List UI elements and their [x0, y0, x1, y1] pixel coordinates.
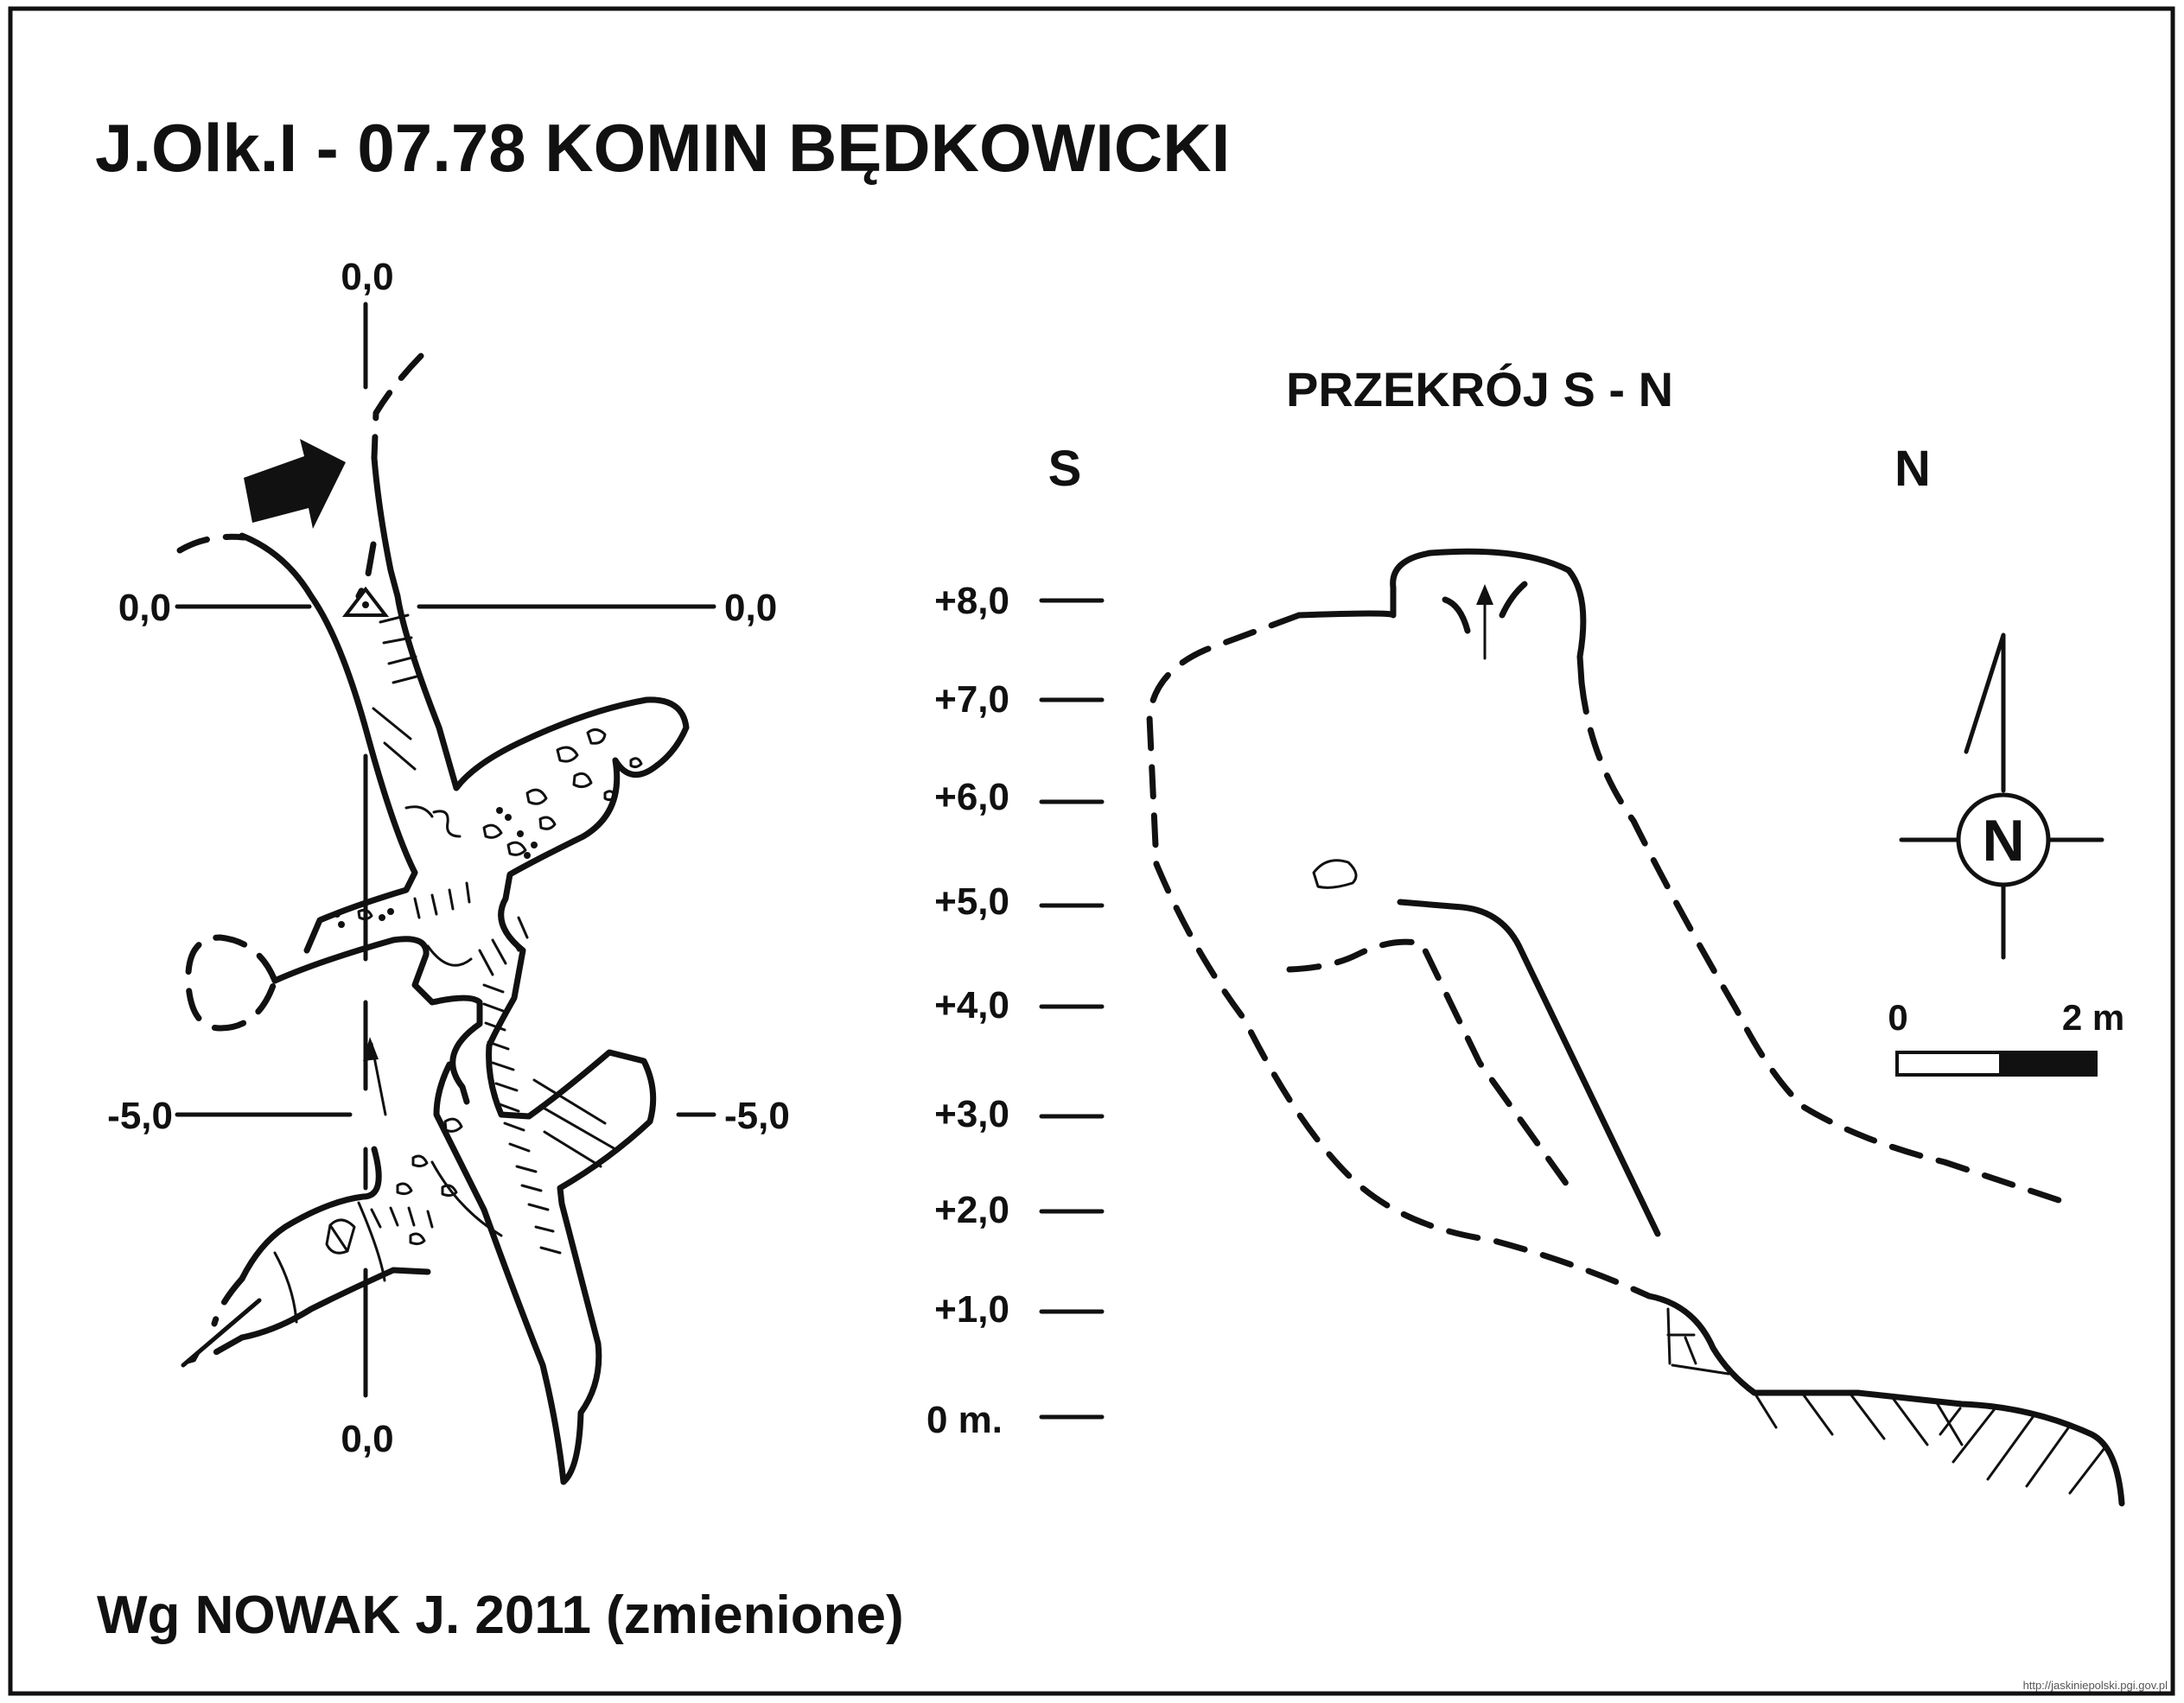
- section-outline-solid: [1296, 548, 1587, 686]
- section-ceiling-detail: [1442, 581, 1528, 634]
- elevation-label: 0 m.: [926, 1399, 1003, 1441]
- pebbles: [334, 807, 538, 928]
- elevation-label: +2,0: [934, 1189, 1009, 1231]
- section-inner-dashed: [1286, 938, 1575, 1194]
- section-direction-north: N: [1894, 441, 1931, 497]
- sheet-frame: [8, 6, 2175, 1696]
- cave-wall-dashed: [211, 1275, 245, 1327]
- north-arrow-circle: [1956, 792, 2051, 887]
- slope-ticks: [370, 613, 562, 1255]
- elevation-label: +1,0: [934, 1288, 1009, 1331]
- page-title: J.Olk.I - 07.78 KOMIN BĘDKOWICKI: [95, 110, 1230, 186]
- elevation-scale: +8,0 +7,0 +6,0 +5,0 +4,0 +3,0 +2,0 +1,0 …: [926, 580, 1105, 1441]
- section-outline-dashed: [1146, 612, 1652, 1299]
- cave-wall: [271, 936, 483, 1105]
- section-arrow-head: [1476, 584, 1493, 605]
- credit-line: Wg NOWAK J. 2011 (zmienione): [97, 1585, 904, 1645]
- elevation-label: +3,0: [934, 1093, 1009, 1135]
- section-outline-dashed: [1578, 679, 2065, 1204]
- cave-plan: 0,0 0,0 0,0 0,0 -5,0 -5,0: [107, 256, 790, 1485]
- section-stone: [1312, 859, 1358, 889]
- arrow-head-sw: [183, 1346, 204, 1365]
- section-title: PRZEKRÓJ S - N: [1286, 362, 1673, 416]
- survey-station-point: [362, 601, 369, 608]
- scale-bar-white-segment: [1895, 1051, 2003, 1077]
- rubble-stones: [325, 728, 643, 1255]
- cave-wall: [239, 1146, 382, 1282]
- source-url: http://jaskiniepolski.pgi.gov.pl: [2023, 1679, 2168, 1692]
- cave-wall-dashed: [185, 934, 278, 1032]
- section-floor: [1646, 1293, 2125, 1507]
- grid-label-top: 0,0: [341, 256, 393, 298]
- elevation-label: +6,0: [934, 776, 1009, 818]
- north-arrow-needle-icon: [1964, 632, 2006, 793]
- elevation-label: +7,0: [934, 678, 1009, 721]
- plan-grid: [175, 302, 716, 1398]
- grid-label-right-lower: -5,0: [724, 1095, 790, 1137]
- cave-wall-dashed: [355, 541, 377, 600]
- scale-bar: 0 2 m: [1888, 997, 2124, 1077]
- entrance-arrow-icon: [244, 439, 346, 529]
- cave-wall: [433, 1061, 567, 1485]
- cave-section: [1146, 548, 2125, 1507]
- cave-wall: [371, 454, 690, 1485]
- grid-label-left-lower: -5,0: [107, 1095, 173, 1137]
- cave-wall-dashed: [211, 1334, 245, 1357]
- grid-label-left-upper: 0,0: [118, 587, 171, 629]
- scale-bar-black-segment: [1999, 1051, 2098, 1077]
- grid-label-right-upper: 0,0: [724, 587, 777, 629]
- north-arrow-letter: N: [1982, 808, 2024, 874]
- section-outline-solid: [1397, 899, 1661, 1237]
- scale-bar-start-label: 0: [1888, 997, 1907, 1038]
- cave-wall-dashed: [371, 353, 424, 461]
- cave-wall-dashed: [176, 533, 247, 554]
- grid-label-bottom: 0,0: [341, 1418, 393, 1460]
- cave-wall: [239, 532, 418, 954]
- elevation-label: +8,0: [934, 580, 1009, 622]
- cave-wall: [239, 1267, 431, 1341]
- north-arrow: N: [1899, 632, 2104, 960]
- section-rock-hatch: [1666, 1307, 2106, 1495]
- section-direction-south: S: [1048, 441, 1082, 497]
- floor-detail-lines: [273, 707, 617, 1324]
- elevation-label: +4,0: [934, 984, 1009, 1026]
- scale-bar-end-label: 2 m: [2062, 997, 2124, 1038]
- elevation-label: +5,0: [934, 880, 1009, 923]
- arrow-head-up: [363, 1037, 379, 1061]
